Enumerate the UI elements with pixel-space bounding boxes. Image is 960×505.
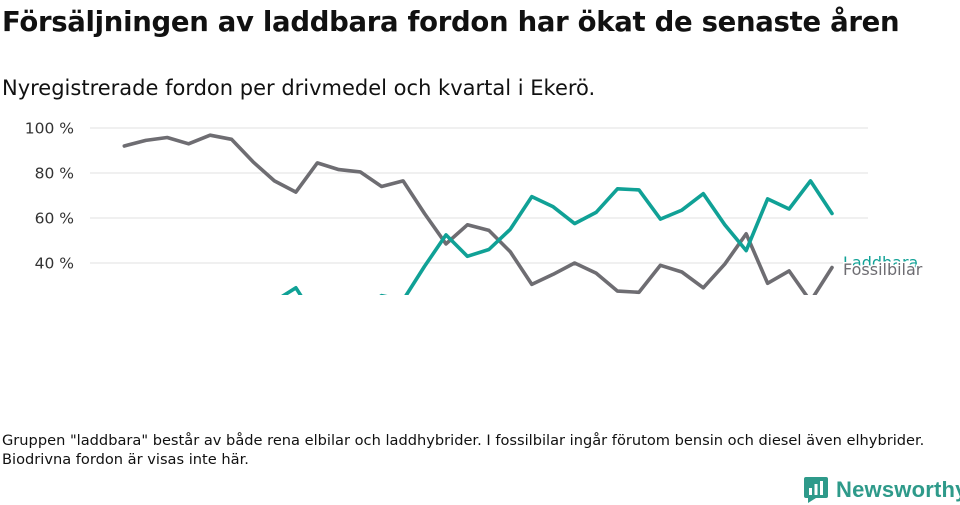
y-tick-label: 80 % [35,165,74,183]
brand-logo[interactable]: Newsworthy [804,475,960,505]
y-tick-label: 60 % [35,210,74,228]
series-line-laddbara [281,179,834,295]
chart-title: Försäljningen av laddbara fordon har öka… [2,6,900,38]
y-tick-label: 100 % [25,120,74,138]
newsworthy-logo-icon [804,477,828,503]
series-label-fossilbilar: Fossilbilar [843,260,923,279]
line-chart: 0 %20 %40 %60 %80 %100 %2017201820192020… [25,120,924,295]
chart-subtitle: Nyregistrerade fordon per drivmedel och … [2,76,596,100]
series-label-laddbara: Laddbara [843,253,918,272]
y-tick-label: 40 % [35,255,74,273]
footnote: Gruppen "laddbara" består av både rena e… [2,432,925,468]
series-line-fossilbilar [122,133,834,295]
brand-name: Newsworthy [836,477,960,502]
